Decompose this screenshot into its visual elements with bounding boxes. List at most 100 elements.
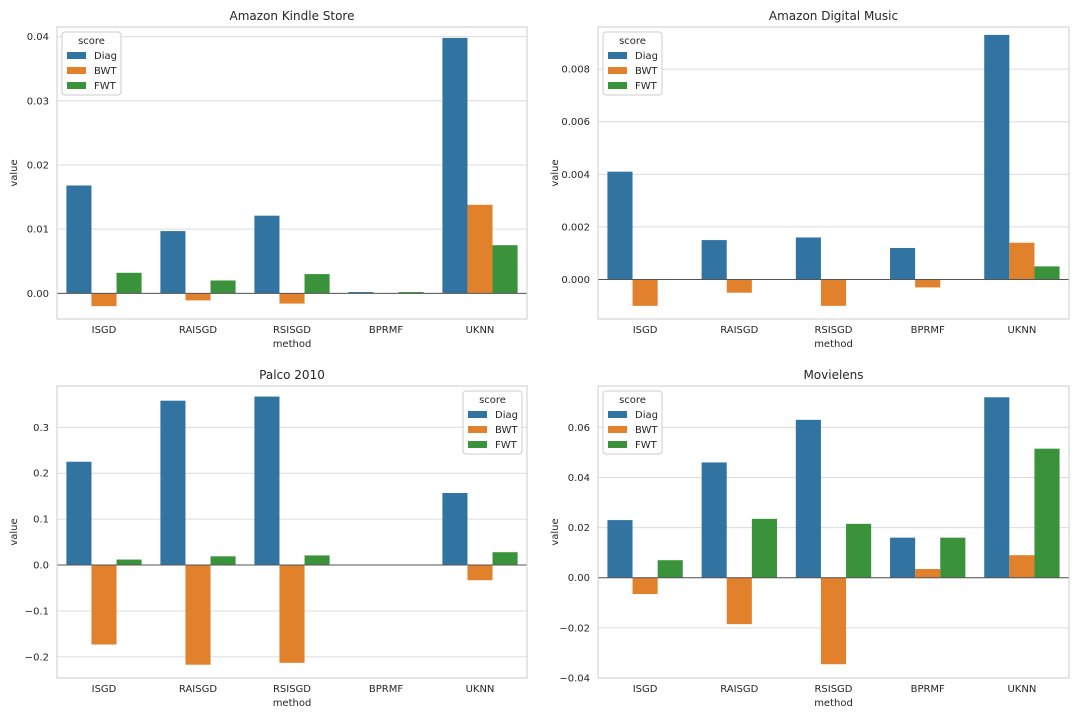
legend-swatch-fwt [608,82,627,89]
bar-diag-uknn [984,397,1010,578]
y-tick-label: 0.004 [561,170,590,181]
bar-diag-isgd [66,461,92,566]
legend-label-fwt: FWT [635,440,658,451]
bar-bwt-uknn [1009,242,1035,280]
legend: score Diag BWT FWT [61,31,122,96]
chart-title: Movielens [803,368,863,382]
bar-fwt-rsisgd [846,523,872,578]
legend-swatch-fwt [608,441,627,448]
x-axis-label: method [273,339,312,350]
x-tick-label: RSISGD [814,325,852,336]
y-tick-label: 0.01 [27,225,49,236]
chart-panel-0: 0.00 0.01 0.02 0.03 0.04 ISGD RAISGD RSISGD BPRM… [9,9,528,350]
bar-diag-isgd [66,185,92,294]
bar-bwt-uknn [1009,555,1035,578]
axes-frame [56,385,528,679]
legend-box [462,390,523,455]
legend-label-bwt: BWT [94,66,117,77]
bar-fwt-rsisgd [304,555,330,566]
y-tick-label: −0.02 [559,623,590,634]
x-tick-label: RAISGD [179,325,217,336]
x-axis-label: method [814,698,853,709]
y-tick-label: 0.02 [568,523,590,534]
x-axis-label: method [273,698,312,709]
y-axis-label: value [550,159,561,186]
bar-fwt-raisgd [751,518,777,578]
bar-fwt-bprmf [398,292,424,294]
bar-diag-raisgd [701,240,727,280]
bar-bwt-rsisgd [279,293,305,304]
x-tick-label: BPRMF [911,325,945,336]
chart-title: Amazon Kindle Store [230,9,355,23]
y-axis-label: value [9,159,20,186]
chart-panel-3: −0.04 −0.02 0.00 0.02 0.04 0.06 ISGD RAISGD RSIS… [550,368,1070,709]
bar-diag-uknn [442,492,468,566]
legend-swatch-diag [67,52,86,59]
bar-fwt-rsisgd [304,274,330,294]
bar-diag-isgd [607,171,633,280]
x-tick-label: UKNN [466,684,495,695]
bar-fwt-raisgd [210,280,236,294]
axes-frame [597,385,1070,679]
bar-bwt-raisgd [726,279,752,293]
x-tick-label: RAISGD [720,684,758,695]
x-tick-label: UKNN [1007,325,1036,336]
y-tick-label: 0.2 [33,469,49,480]
y-tick-label: 0.00 [568,573,590,584]
bar-diag-bprmf [890,537,916,578]
y-tick-label: 0.1 [33,515,49,526]
bar-fwt-isgd [116,272,142,294]
legend-swatch-diag [608,52,627,59]
bar-diag-rsisgd [795,419,821,578]
bar-bwt-rsisgd [820,577,847,665]
bar-diag-bprmf [348,292,374,294]
bar-diag-rsisgd [254,215,280,294]
bar-diag-rsisgd [254,396,280,566]
y-tick-label: 0.03 [27,96,49,107]
bar-bwt-raisgd [185,293,211,301]
bar-diag-rsisgd [795,237,821,280]
x-tick-label: BPRMF [369,684,403,695]
legend-label-bwt: BWT [635,425,658,436]
y-tick-label: 0.02 [27,160,49,171]
x-tick-label: RSISGD [273,684,311,695]
y-tick-label: 0.008 [561,65,590,76]
bar-bwt-raisgd [185,565,211,665]
legend-swatch-bwt [468,426,487,433]
legend-title: score [619,36,646,47]
y-tick-label: 0.002 [561,222,590,233]
legend-swatch-fwt [468,441,487,448]
chart-title: Amazon Digital Music [769,9,898,23]
bar-fwt-uknn [1034,266,1060,280]
chart-title: Palco 2010 [259,368,325,382]
bar-diag-uknn [442,37,468,294]
x-tick-label: BPRMF [369,325,403,336]
bar-diag-raisgd [160,231,186,294]
bar-fwt-bprmf [940,537,966,578]
y-tick-label: 0.04 [27,32,49,43]
legend-swatch-fwt [67,82,86,89]
legend-swatch-bwt [608,67,627,74]
bar-bwt-uknn [467,204,493,294]
legend-label-bwt: BWT [495,425,518,436]
y-tick-label: 0.000 [561,275,590,286]
legend-swatch-bwt [608,426,627,433]
bar-diag-raisgd [701,462,727,578]
bar-fwt-uknn [492,245,518,294]
bar-diag-uknn [984,34,1010,280]
legend: score Diag BWT FWT [602,31,663,96]
x-tick-label: UKNN [1007,684,1036,695]
bar-bwt-isgd [632,577,658,595]
bar-diag-bprmf [890,247,916,280]
x-tick-label: ISGD [633,325,658,336]
legend-box [61,31,122,96]
bar-bwt-bprmf [915,279,941,288]
x-tick-label: RSISGD [273,325,311,336]
x-tick-label: RAISGD [179,684,217,695]
legend-label-diag: Diag [94,51,117,62]
legend-swatch-diag [608,411,627,418]
legend-box [602,31,663,96]
axes-frame [597,26,1070,320]
bar-bwt-rsisgd [820,279,847,306]
legend-title: score [479,395,506,406]
